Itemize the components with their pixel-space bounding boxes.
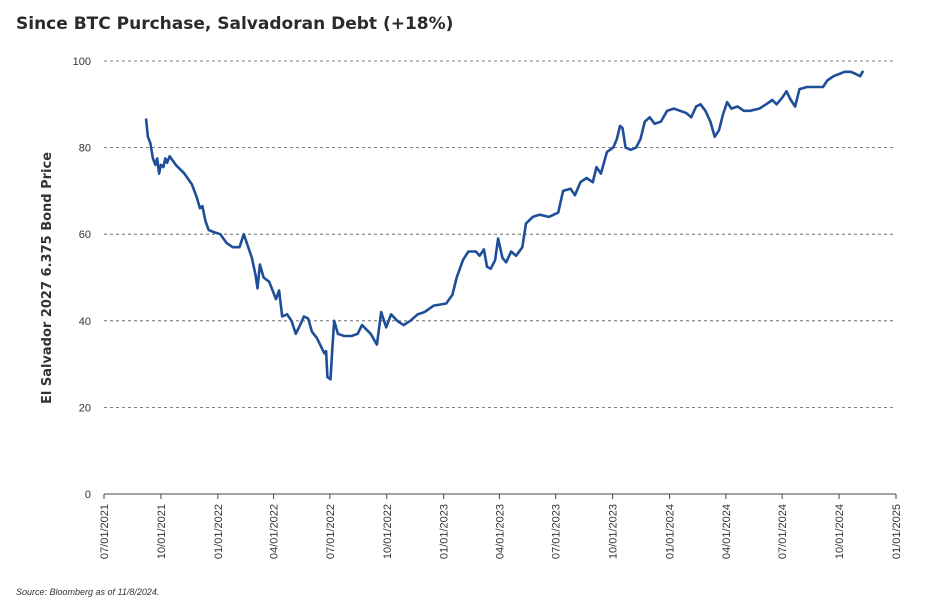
x-tick-label: 10/01/2022 (382, 504, 394, 559)
y-tick-label: 80 (79, 143, 91, 155)
x-tick-label: 07/01/2024 (777, 504, 789, 559)
x-tick-label: 07/01/2023 (551, 504, 563, 559)
y-tick-label: 40 (79, 316, 91, 328)
series-layer (144, 70, 864, 381)
x-tick-label: 07/01/2021 (99, 504, 111, 559)
gridlines (104, 60, 896, 408)
x-tick-label: 10/01/2024 (834, 504, 846, 559)
x-tick-label: 10/01/2021 (156, 504, 168, 559)
y-tick-label: 100 (73, 56, 91, 68)
source-note: Source: Bloomberg as of 11/8/2024. (16, 587, 160, 597)
x-tick-label: 04/01/2022 (269, 504, 281, 559)
x-tick-label: 10/01/2023 (608, 504, 620, 559)
y-tick-labels: 0 20 40 60 80 100 (73, 56, 91, 501)
x-tick-label: 01/01/2024 (665, 504, 677, 559)
y-tick-label: 20 (79, 402, 91, 414)
x-tick-label: 01/01/2022 (213, 504, 225, 559)
x-tick-label: 01/01/2025 (891, 504, 903, 559)
x-tick-label: 07/01/2022 (325, 504, 337, 559)
chart-title: Since BTC Purchase, Salvadoran Debt (+18… (16, 14, 454, 34)
x-tick-label: 04/01/2023 (494, 504, 506, 559)
x-tick-label: 04/01/2024 (721, 504, 733, 559)
series-line (144, 70, 864, 381)
x-tick-label: 01/01/2023 (439, 504, 451, 559)
y-tick-label: 0 (85, 489, 91, 501)
y-tick-label: 60 (79, 229, 91, 241)
y-axis-title: El Salvador 2027 6.375 Bond Price (40, 152, 55, 404)
axes (103, 493, 897, 499)
x-tick-labels: 07/01/2021 10/01/2021 01/01/2022 04/01/2022… (99, 504, 903, 559)
